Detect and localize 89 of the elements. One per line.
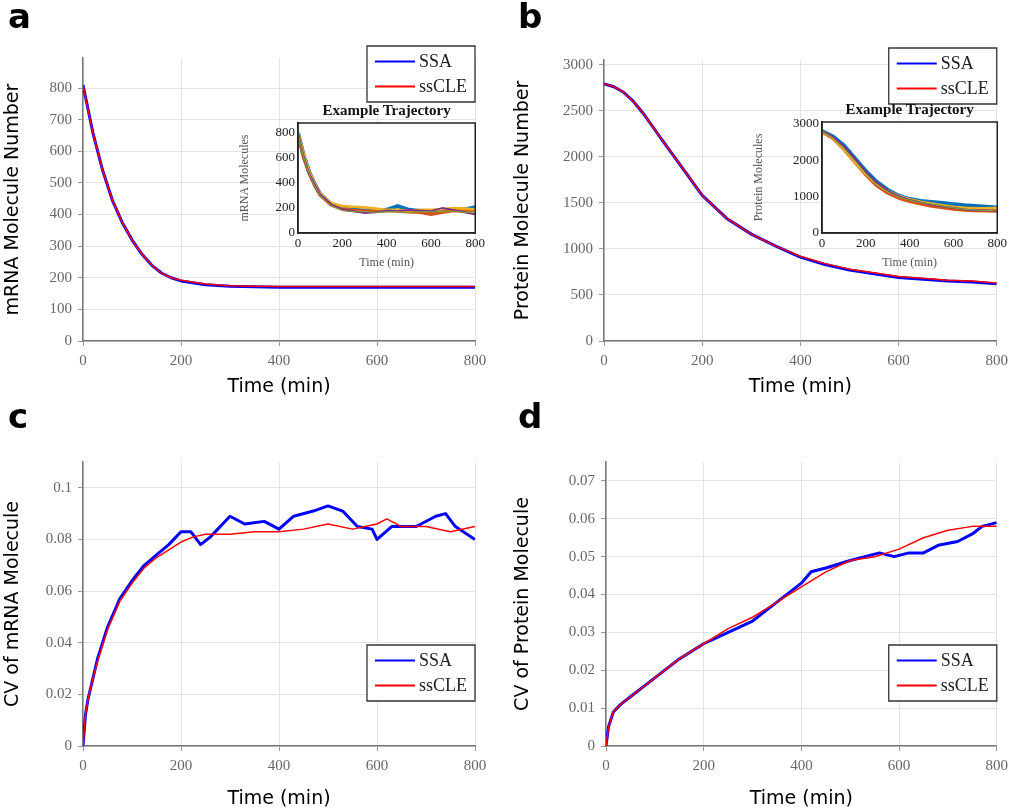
x-tick-label: 600: [365, 756, 389, 773]
x-tick-label: 800: [987, 235, 1007, 251]
x-tick-label: 800: [463, 756, 487, 773]
text: a: [8, 0, 31, 36]
y-axis-title: CV of Protein Molecule: [510, 497, 533, 711]
x-tick-label: 800: [985, 351, 1008, 368]
y-axis-title: Protein Molecules: [751, 133, 766, 222]
y-tick-label: 3000: [563, 55, 593, 72]
x-axis-title: Time (min): [359, 254, 414, 269]
x-tick-label: 600: [887, 756, 911, 773]
y-tick-label: 0: [587, 736, 595, 753]
legend-label: ssCLE: [940, 78, 989, 99]
y-axis-title: mRNA Molecules: [237, 134, 252, 222]
x-tick-label: 400: [376, 235, 397, 251]
x-tick-label: 0: [600, 351, 608, 368]
y-tick-label: 800: [49, 78, 72, 95]
x-tick-label: 600: [887, 351, 910, 368]
y-tick-label: 0: [812, 224, 819, 240]
x-tick-label: 800: [465, 235, 485, 251]
y-tick-label: 0: [64, 736, 72, 753]
y-tick-label: 2500: [563, 101, 593, 118]
y-tick-label: 0: [64, 331, 72, 348]
y-tick-label: 0.06: [45, 582, 73, 599]
x-tick-label: 600: [365, 351, 389, 368]
legend-label: SSA: [940, 53, 974, 74]
y-tick-label: 0.01: [568, 699, 595, 716]
y-tick-label: 0.06: [568, 509, 596, 526]
y-tick-label: 0.1: [53, 478, 72, 495]
y-tick-label: 400: [49, 205, 72, 222]
y-axis-title: mRNA Molecule Number: [0, 83, 23, 316]
x-tick-label: 0: [79, 351, 87, 368]
y-tick-label: 0: [288, 224, 295, 240]
y-tick-label: 100: [49, 300, 72, 317]
y-tick-label: 500: [49, 173, 72, 190]
chart-title: Example Trajectory: [322, 102, 452, 119]
x-axis-title: Time (min): [882, 254, 937, 269]
x-tick-label: 600: [421, 235, 441, 251]
x-tick-label: 800: [463, 351, 487, 368]
legend-label: SSA: [940, 650, 974, 671]
y-tick-label: 500: [570, 285, 593, 302]
y-tick-label: 0.05: [568, 547, 595, 564]
y-tick-label: 700: [49, 110, 72, 127]
text: b: [518, 0, 543, 36]
y-tick-label: 800: [275, 124, 295, 140]
y-tick-label: 0.03: [568, 623, 595, 640]
y-tick-label: 600: [49, 142, 72, 159]
y-tick-label: 0.04: [568, 585, 596, 602]
y-tick-label: 0: [585, 331, 593, 348]
y-tick-label: 1500: [563, 193, 593, 210]
y-tick-label: 400: [275, 174, 295, 190]
y-tick-label: 3000: [793, 115, 819, 131]
y-tick-label: 0.07: [568, 471, 596, 488]
y-axis-title: Protein Molecule Number: [510, 80, 533, 321]
legend-label: ssCLE: [940, 675, 989, 696]
x-tick-label: 0: [602, 756, 610, 773]
legend-label: ssCLE: [418, 675, 468, 696]
y-tick-label: 200: [275, 199, 295, 215]
x-tick-label: 200: [692, 756, 715, 773]
x-axis-title: Time (min): [748, 785, 853, 808]
text: c: [8, 395, 29, 436]
legend-label: ssCLE: [418, 76, 468, 97]
chart-title: Example Trajectory: [845, 101, 975, 118]
y-tick-label: 0.02: [568, 661, 595, 678]
y-tick-label: 0.04: [45, 633, 73, 650]
y-tick-label: 2000: [793, 151, 819, 167]
x-tick-label: 200: [169, 351, 193, 368]
x-axis-title: Time (min): [747, 373, 852, 396]
y-tick-label: 600: [275, 149, 295, 165]
x-axis-title: Time (min): [226, 373, 331, 396]
y-tick-label: 1000: [793, 188, 819, 204]
x-axis-title: Time (min): [226, 785, 331, 808]
y-tick-label: 200: [49, 268, 72, 285]
y-tick-label: 0.02: [45, 685, 72, 702]
x-tick-label: 200: [169, 756, 193, 773]
x-tick-label: 0: [79, 756, 87, 773]
text: d: [518, 395, 543, 436]
legend-label: SSA: [418, 51, 453, 72]
x-tick-label: 400: [899, 235, 920, 251]
legend-label: SSA: [418, 650, 453, 671]
x-tick-label: 800: [985, 756, 1008, 773]
y-axis-title: CV of mRNA Molecule: [0, 500, 23, 708]
y-tick-label: 2000: [563, 147, 593, 164]
x-tick-label: 600: [943, 235, 964, 251]
y-tick-label: 0.08: [45, 530, 72, 547]
y-tick-label: 300: [49, 237, 72, 254]
x-tick-label: 200: [332, 235, 353, 251]
x-tick-label: 200: [690, 351, 714, 368]
x-tick-label: 200: [856, 235, 876, 251]
y-tick-label: 1000: [563, 239, 593, 256]
